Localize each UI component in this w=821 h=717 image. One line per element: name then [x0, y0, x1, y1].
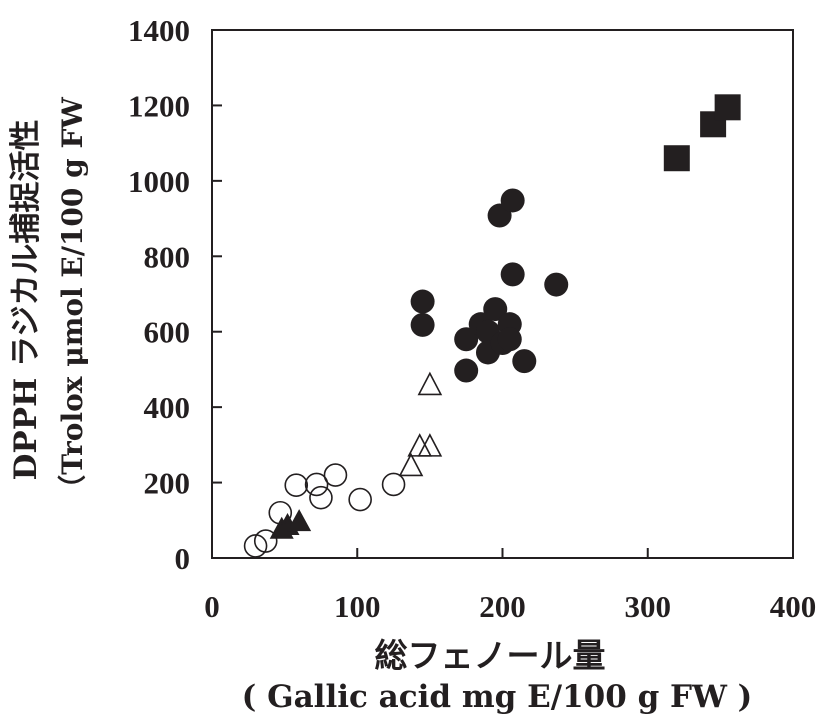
- y-axis: 0 200 400 600 800 1000 1200 1400: [128, 13, 222, 576]
- data-point-open-circle: [348, 487, 372, 512]
- y-tick-label: 1200: [128, 88, 190, 123]
- data-point-open-circle: [268, 500, 293, 525]
- x-tick-label: 200: [479, 589, 526, 624]
- x-axis-title: 総フェノール量: [375, 636, 606, 675]
- y-tick-label: 1000: [128, 164, 190, 199]
- data-point-open-circle: [304, 472, 329, 497]
- x-axis-subtitle: ( Gallic acid mg E/100 g FW ): [242, 679, 753, 715]
- data-point-filled-circle: [410, 289, 435, 314]
- data-point-filled-circle: [500, 188, 525, 213]
- data-point-filled-circle: [454, 327, 479, 352]
- data-point-filled-square: [663, 145, 690, 172]
- y-axis-title: DPPH ラジカル捕捉活性: [8, 120, 44, 481]
- x-axis: 0 100 200 300 400: [204, 548, 816, 624]
- data-point-filled-circle: [497, 327, 522, 352]
- y-axis-subtitle: （Trolox μmol E/100 g FW: [56, 97, 89, 503]
- data-point-open-triangle: [417, 433, 443, 457]
- x-tick-label: 0: [204, 589, 220, 624]
- data-point-filled-triangle: [287, 509, 312, 532]
- data-point-open-triangle: [398, 452, 424, 477]
- data-points: [243, 94, 741, 558]
- data-point-filled-circle: [500, 262, 525, 287]
- y-tick-label: 400: [144, 390, 191, 425]
- data-point-open-circle: [243, 534, 268, 558]
- data-point-filled-circle: [454, 358, 479, 383]
- data-point-open-triangle: [417, 371, 443, 396]
- data-point-filled-square: [714, 94, 741, 121]
- y-tick-label: 0: [175, 541, 191, 576]
- plot-frame: [211, 29, 794, 559]
- data-point-open-circle: [381, 472, 406, 497]
- data-point-filled-circle: [410, 312, 435, 337]
- y-tick-label: 200: [144, 466, 191, 501]
- data-point-open-circle: [253, 529, 278, 553]
- data-point-filled-circle: [512, 349, 537, 374]
- x-tick-label: 400: [770, 589, 817, 624]
- y-tick-label: 800: [144, 239, 191, 274]
- data-point-open-circle: [309, 485, 333, 510]
- data-point-open-circle: [284, 473, 309, 498]
- data-point-open-circle: [323, 463, 348, 487]
- y-tick-label: 600: [144, 315, 191, 350]
- x-tick-label: 300: [625, 589, 672, 624]
- y-tick-label: 1400: [128, 13, 190, 48]
- data-point-filled-circle: [544, 272, 569, 297]
- x-tick-label: 100: [334, 589, 381, 624]
- data-point-filled-circle: [483, 297, 508, 322]
